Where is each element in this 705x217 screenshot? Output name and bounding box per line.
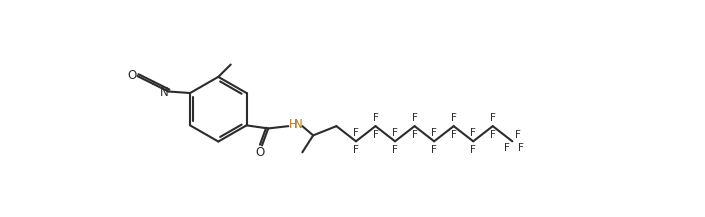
Text: N: N — [159, 86, 168, 99]
Text: F: F — [470, 145, 476, 155]
Text: F: F — [353, 145, 359, 155]
Text: F: F — [431, 128, 437, 138]
Text: F: F — [450, 130, 457, 140]
Text: F: F — [450, 113, 457, 123]
Text: F: F — [412, 130, 417, 140]
Text: F: F — [504, 143, 510, 153]
Text: O: O — [255, 146, 264, 159]
Text: O: O — [128, 69, 137, 82]
Text: F: F — [392, 128, 398, 138]
Text: F: F — [490, 130, 496, 140]
Text: F: F — [353, 128, 359, 138]
Text: F: F — [372, 113, 379, 123]
Text: F: F — [431, 145, 437, 155]
Text: H: H — [288, 118, 298, 131]
Text: F: F — [490, 113, 496, 123]
Text: F: F — [412, 113, 417, 123]
Text: F: F — [470, 128, 476, 138]
Text: N: N — [294, 118, 303, 131]
Text: F: F — [518, 143, 524, 153]
Text: F: F — [515, 130, 520, 140]
Text: F: F — [392, 145, 398, 155]
Text: F: F — [372, 130, 379, 140]
